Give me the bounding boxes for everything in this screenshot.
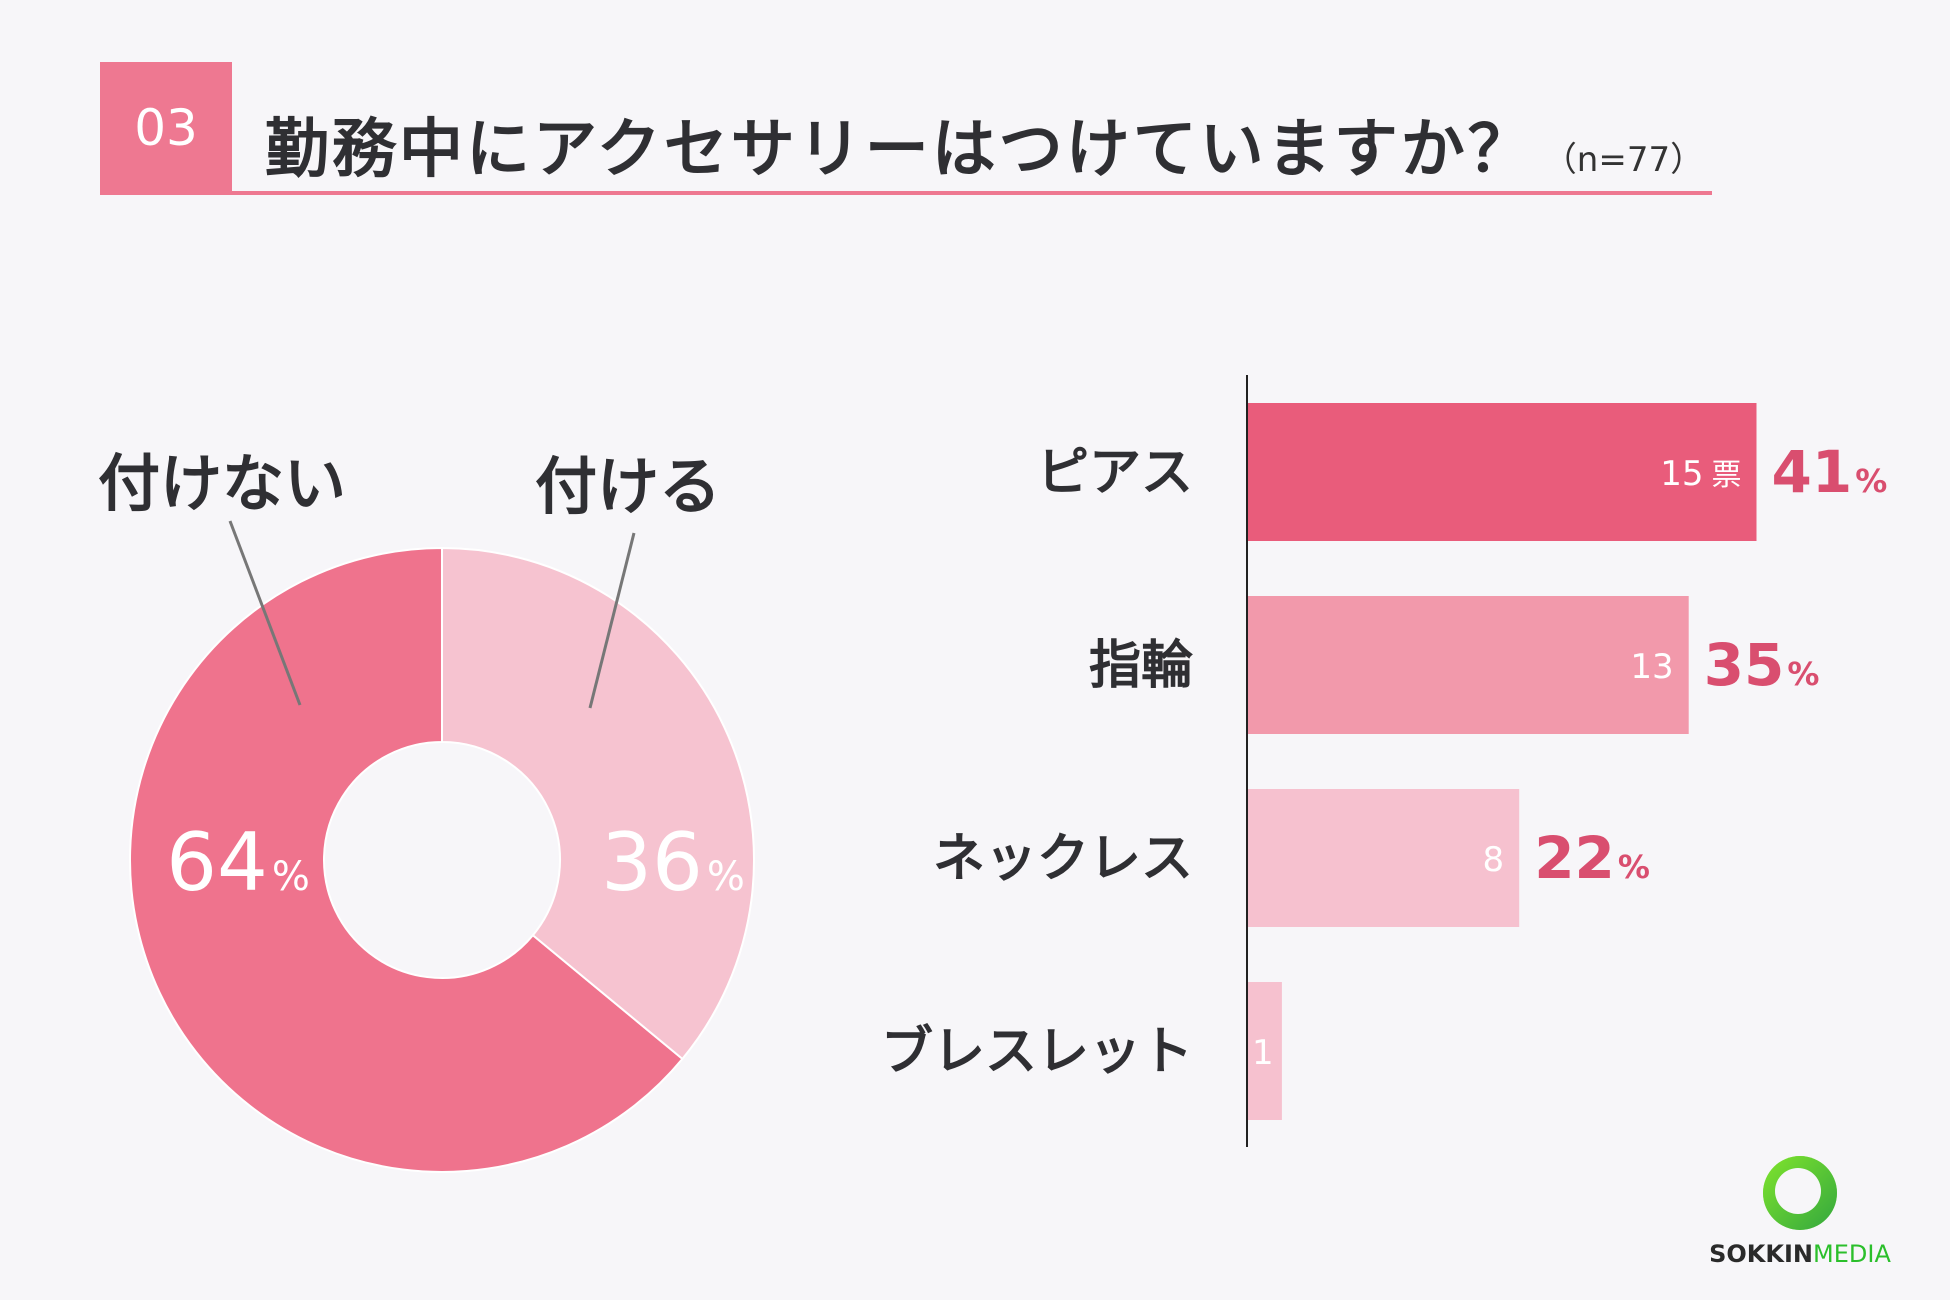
- pie-slice-yes: [441, 546, 755, 1061]
- title-underline: [100, 191, 1712, 195]
- bar-2: [1248, 596, 1689, 734]
- bar-percent-label: 35%: [1704, 631, 1820, 699]
- logo-ring-icon: [1763, 1156, 1837, 1230]
- question-title: 勤務中にアクセサリーはつけていますか？ （n=77）: [265, 98, 1704, 190]
- bar-1: [1248, 403, 1757, 541]
- pie-label-no-percent: 64%: [166, 816, 310, 909]
- sample-size: （n=77）: [1542, 140, 1705, 180]
- bar-4: [1248, 982, 1282, 1120]
- bar-category-label: ネックレス: [933, 829, 1193, 889]
- question-number-badge: 03: [100, 62, 232, 194]
- logo-name-bold: SOKKIN: [1709, 1240, 1814, 1268]
- bar-value-label: 15 票: [1660, 454, 1741, 494]
- pie-label-yes-percent: 36%: [601, 816, 745, 909]
- question-text: 勤務中にアクセサリーはつけていますか？: [265, 113, 1535, 187]
- pie-category-yes: 付ける: [535, 450, 721, 523]
- bar-category-label: ピアス: [1037, 443, 1193, 503]
- leader-line-no: [228, 520, 302, 706]
- sokkin-media-logo: SOKKINMEDIA: [1700, 1148, 1900, 1278]
- bar-value-label: 1: [1252, 1033, 1274, 1073]
- bar-3: [1248, 789, 1520, 927]
- leader-line-yes: [588, 532, 636, 709]
- bar-value-label: 13: [1630, 647, 1673, 687]
- pie-slice-no: [129, 546, 684, 1173]
- bar-value-label: 8: [1483, 840, 1505, 880]
- bar-category-label: ブレスレット: [881, 1022, 1193, 1082]
- logo-name-light: MEDIA: [1813, 1240, 1891, 1268]
- logo-wordmark: SOKKINMEDIA: [1700, 1240, 1900, 1268]
- bar-percent-label: 41%: [1772, 438, 1888, 506]
- pie-category-no: 付けない: [98, 447, 346, 520]
- bar-category-label: 指輪: [1089, 636, 1193, 696]
- bar-percent-label: 22%: [1534, 824, 1650, 892]
- title-bar: 03 勤務中にアクセサリーはつけていますか？ （n=77）: [100, 62, 1712, 197]
